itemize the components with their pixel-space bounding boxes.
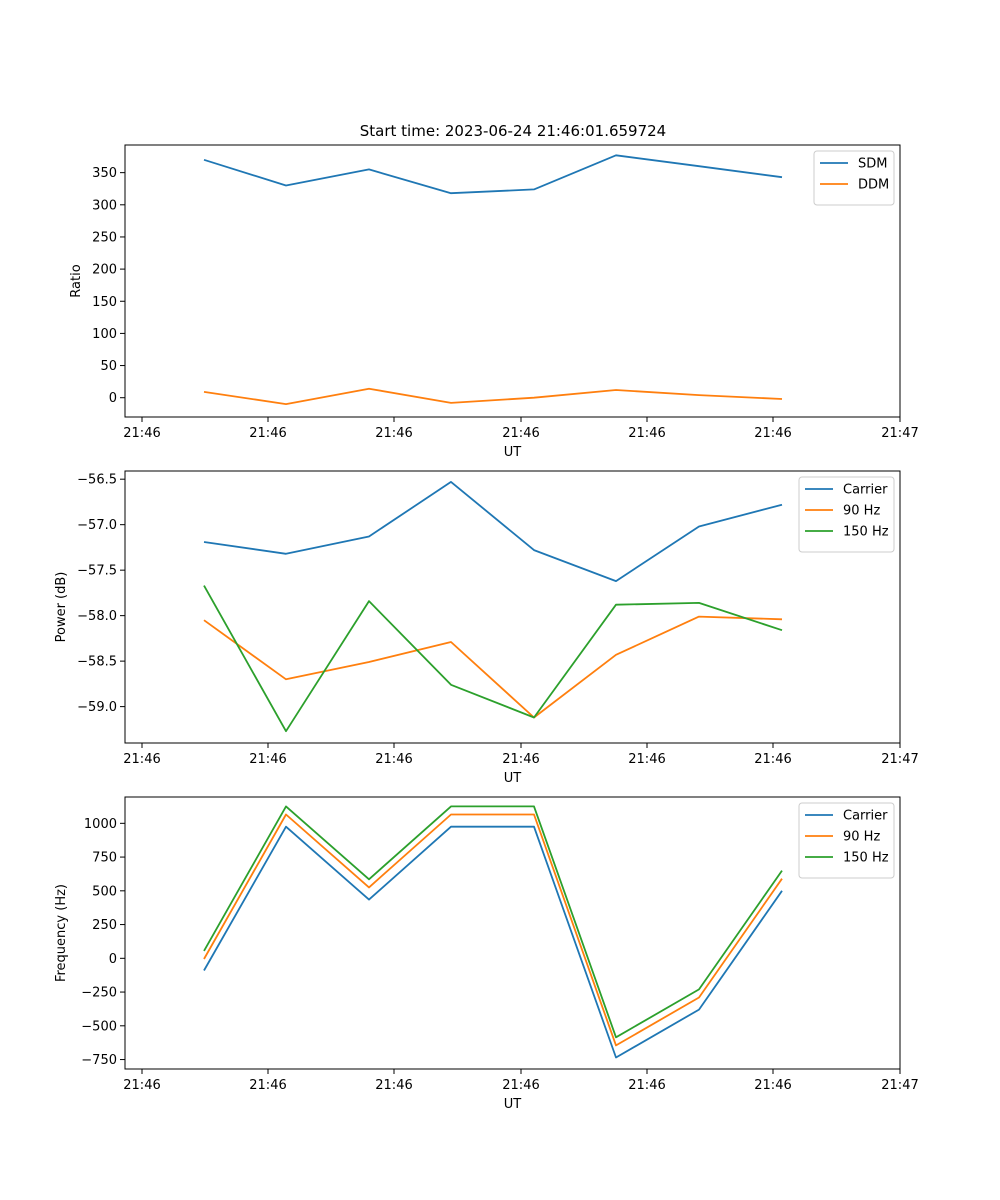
x-tick-label: 21:46 [123, 1078, 160, 1093]
legend-label: Carrier [843, 809, 888, 824]
legend-label: 150 Hz [843, 525, 889, 540]
x-tick-label: 21:46 [754, 1078, 791, 1093]
series-line-carrier [203, 825, 783, 1059]
series-line-90-hz [203, 813, 783, 1047]
y-tick-label: 150 [92, 295, 117, 310]
y-tick-label: 350 [92, 166, 117, 181]
x-tick-label: 21:47 [881, 426, 918, 441]
plot-frame [124, 796, 901, 1070]
y-tick-label: 250 [92, 918, 117, 933]
y-tick-label: 100 [92, 327, 117, 342]
x-tick-label: 21:46 [375, 426, 412, 441]
legend-label: Carrier [843, 483, 888, 498]
y-tick-label: 200 [92, 263, 117, 278]
y-tick-label: 1000 [84, 817, 117, 832]
y-tick-label: 750 [92, 851, 117, 866]
series-line-carrier [203, 480, 783, 582]
series-line-150-hz [203, 585, 783, 733]
panels: 21:46 21:46 21:46 21:46 21:46 21:46 21:47 0 50 10… [54, 144, 919, 1112]
x-tick-label: 21:47 [881, 1078, 918, 1093]
y-tick-label: −57.0 [77, 518, 117, 533]
y-tick-label: 0 [109, 391, 117, 406]
x-tick-label: 21:47 [881, 752, 918, 767]
legend: Carrier 90 Hz 150 Hz [798, 802, 895, 879]
x-tick-label: 21:46 [249, 1078, 286, 1093]
legend-box [798, 802, 895, 879]
y-axis-label: Frequency (Hz) [54, 884, 69, 982]
y-tick-label: −57.5 [77, 564, 117, 579]
legend-box [813, 150, 895, 206]
x-tick-label: 21:46 [754, 752, 791, 767]
plot-frame [124, 144, 901, 418]
legend-label: SDM [858, 157, 887, 172]
y-tick-label: 500 [92, 884, 117, 899]
y-tick-label: 250 [92, 230, 117, 245]
y-tick-label: 0 [109, 952, 117, 967]
chart-panel-1: 21:46 21:46 21:46 21:46 21:46 21:46 21:47 0 50 10… [69, 144, 919, 460]
figure-title: Start time: 2023-06-24 21:46:01.659724 [360, 122, 666, 140]
series-line-sdm [203, 154, 783, 195]
y-axis-label: Ratio [69, 264, 84, 297]
chart-panel-3: 21:46 21:46 21:46 21:46 21:46 21:46 21:47 −750 −… [54, 796, 919, 1112]
y-tick-label: 300 [92, 198, 117, 213]
x-axis-label: UT [504, 445, 522, 460]
x-tick-label: 21:46 [502, 752, 539, 767]
y-tick-label: 50 [100, 359, 117, 374]
legend-label: 90 Hz [843, 504, 880, 519]
x-axis-label: UT [504, 771, 522, 786]
x-tick-label: 21:46 [754, 426, 791, 441]
series-line-ddm [203, 387, 783, 406]
y-tick-label: −750 [81, 1053, 117, 1068]
x-tick-label: 21:46 [123, 752, 160, 767]
x-tick-label: 21:46 [628, 1078, 665, 1093]
legend: Carrier 90 Hz 150 Hz [798, 476, 895, 553]
x-tick-label: 21:46 [502, 426, 539, 441]
x-tick-label: 21:46 [123, 426, 160, 441]
x-tick-label: 21:46 [628, 752, 665, 767]
plot-frame [124, 470, 901, 744]
y-tick-label: −250 [81, 986, 117, 1001]
chart-panel-2: 21:46 21:46 21:46 21:46 21:46 21:46 21:47 −59.0… [54, 470, 919, 786]
y-tick-label: −59.0 [77, 700, 117, 715]
legend-label: 90 Hz [843, 830, 880, 845]
y-tick-label: −58.5 [77, 655, 117, 670]
y-axis-label: Power (dB) [54, 572, 69, 643]
legend: SDM DDM [813, 150, 895, 206]
legend-box [798, 476, 895, 553]
legend-label: DDM [858, 178, 889, 193]
series-line-90-hz [203, 615, 783, 719]
y-tick-label: −58.0 [77, 609, 117, 624]
series-line-150-hz [203, 805, 783, 1039]
y-tick-label: −56.5 [77, 473, 117, 488]
x-tick-label: 21:46 [375, 752, 412, 767]
x-tick-label: 21:46 [375, 1078, 412, 1093]
y-tick-label: −500 [81, 1019, 117, 1034]
x-tick-label: 21:46 [249, 752, 286, 767]
legend-label: 150 Hz [843, 851, 889, 866]
x-tick-label: 21:46 [502, 1078, 539, 1093]
x-tick-label: 21:46 [628, 426, 665, 441]
x-axis-label: UT [504, 1097, 522, 1112]
x-tick-label: 21:46 [249, 426, 286, 441]
